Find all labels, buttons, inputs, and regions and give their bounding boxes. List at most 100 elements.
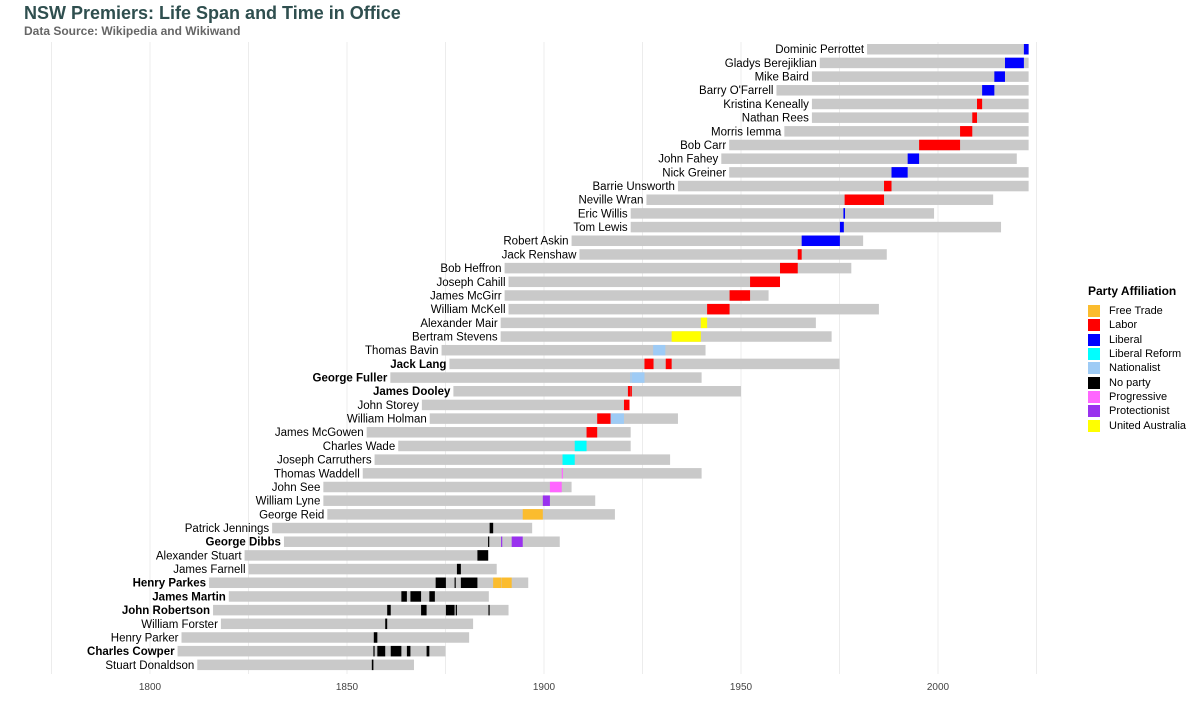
lifespan-bar (500, 331, 832, 342)
term-bar (884, 180, 892, 192)
legend-swatch (1088, 348, 1100, 361)
legend-label: Progressive (1109, 390, 1168, 403)
legend-item: Protectionist (1088, 404, 1186, 418)
term-bar (455, 604, 457, 616)
x-axis: 1800 1850 1900 1950 2000 (139, 682, 950, 693)
lifespan-bar (197, 659, 414, 671)
term-bar (891, 167, 908, 178)
premier-name-label: Bertram Stevens (412, 331, 498, 343)
legend-item: United Australia (1088, 418, 1186, 432)
lifespan-bar (729, 167, 1029, 178)
term-bar (488, 536, 490, 547)
legend-swatch (1088, 305, 1100, 318)
legend-item: No party (1088, 375, 1186, 389)
premier-name-label: William McKell (431, 304, 506, 316)
lifespan-bar (729, 139, 1029, 151)
premier-name-label: John Fahey (658, 154, 718, 166)
lifespan-bar (811, 71, 1029, 82)
premier-name-label: Joseph Cahill (436, 277, 505, 289)
lifespan-bar (362, 468, 702, 479)
premier-name-label: Patrick Jennings (185, 523, 270, 535)
term-bar (387, 604, 391, 616)
term-bar (501, 577, 512, 589)
legend-swatch (1088, 419, 1100, 432)
term-bar (435, 577, 446, 589)
lifespan-bar (508, 276, 777, 288)
premier-name-label: John Robertson (122, 605, 210, 617)
premier-row-dominic-perrottet (867, 44, 1029, 55)
legend-item: Free Trade (1088, 304, 1186, 318)
term-bar (907, 153, 920, 164)
term-bar (780, 262, 798, 274)
premier-name-label: John Storey (357, 400, 419, 412)
premier-bars (177, 44, 1029, 671)
lifespan-bar (272, 522, 533, 534)
premier-name-label: James McGowen (275, 427, 364, 439)
legend-item: Nationalist (1088, 361, 1186, 375)
premier-name-label: Eric Willis (578, 208, 628, 220)
premier-name-label: James Farnell (173, 564, 245, 576)
term-bar (972, 112, 978, 123)
premier-row-bob-carr (729, 139, 1029, 151)
lifespan-bar (453, 386, 741, 397)
term-bar (610, 413, 624, 424)
legend-label: Protectionist (1109, 405, 1170, 418)
premier-name-label: Henry Parkes (133, 578, 207, 590)
lifespan-bar (811, 98, 1029, 110)
term-bar (456, 563, 461, 575)
term-bar (522, 509, 543, 520)
chart-title: NSW Premiers: Life Span and Time in Offi… (24, 3, 401, 23)
term-bar (843, 208, 846, 219)
premier-name-label: George Reid (259, 509, 324, 521)
premier-row-john-storey (421, 399, 630, 411)
term-bar (454, 577, 456, 589)
term-bar (839, 221, 844, 233)
term-bar (982, 85, 995, 96)
x-tick-label-2000: 2000 (927, 682, 950, 693)
term-bar (750, 276, 781, 288)
premier-name-label: Robert Askin (503, 236, 568, 248)
lifespan-bar (390, 372, 702, 383)
legend-label: Nationalist (1109, 362, 1161, 375)
lifespan-bar (646, 194, 994, 205)
premier-row-william-holman (429, 413, 678, 424)
lifespan-bar (819, 57, 1029, 69)
premier-row-charles-cowper (177, 645, 446, 657)
lifespan-bar (323, 495, 596, 506)
legend-items: Free Trade Labor Liberal Liberal Reform Nati… (1088, 304, 1186, 433)
lifespan-bar (630, 221, 1002, 233)
premier-name-label: Charles Wade (323, 441, 395, 453)
term-bar (597, 413, 611, 424)
legend-swatch (1088, 333, 1100, 346)
premier-name-label: William Lyne (256, 496, 321, 508)
premier-row-nathan-rees (811, 112, 1029, 123)
legend-swatch (1088, 319, 1100, 332)
legend-swatch (1088, 376, 1100, 389)
lifespan-bar (366, 427, 631, 438)
premier-row-joseph-carruthers (374, 454, 671, 465)
premier-name-label: Mike Baird (755, 72, 809, 84)
term-bar (707, 303, 730, 315)
lifespan-bar (244, 550, 489, 561)
term-bar (410, 591, 422, 602)
term-bar (644, 358, 654, 370)
premier-name-label: Dominic Perrottet (775, 44, 865, 56)
legend-swatch (1088, 390, 1100, 403)
term-bar (460, 577, 478, 589)
premier-name-label: Bob Heffron (440, 263, 501, 275)
legend-swatch (1088, 362, 1100, 375)
lifespan-bar (776, 85, 1029, 96)
premier-name-label: George Dibbs (206, 537, 281, 549)
legend-label: No party (1109, 376, 1151, 389)
term-bar (631, 372, 645, 383)
x-tick-label-1800: 1800 (139, 682, 162, 693)
legend-swatch (1088, 405, 1100, 418)
premier-row-joseph-cahill (508, 276, 781, 288)
term-bar (561, 468, 563, 479)
premier-name-label: Henry Parker (111, 632, 179, 644)
premier-row-henry-parkes (209, 577, 529, 589)
lifespan-bar (421, 399, 627, 411)
premier-row-james-farnell (248, 563, 497, 575)
premier-row-john-fahey (721, 153, 1017, 164)
